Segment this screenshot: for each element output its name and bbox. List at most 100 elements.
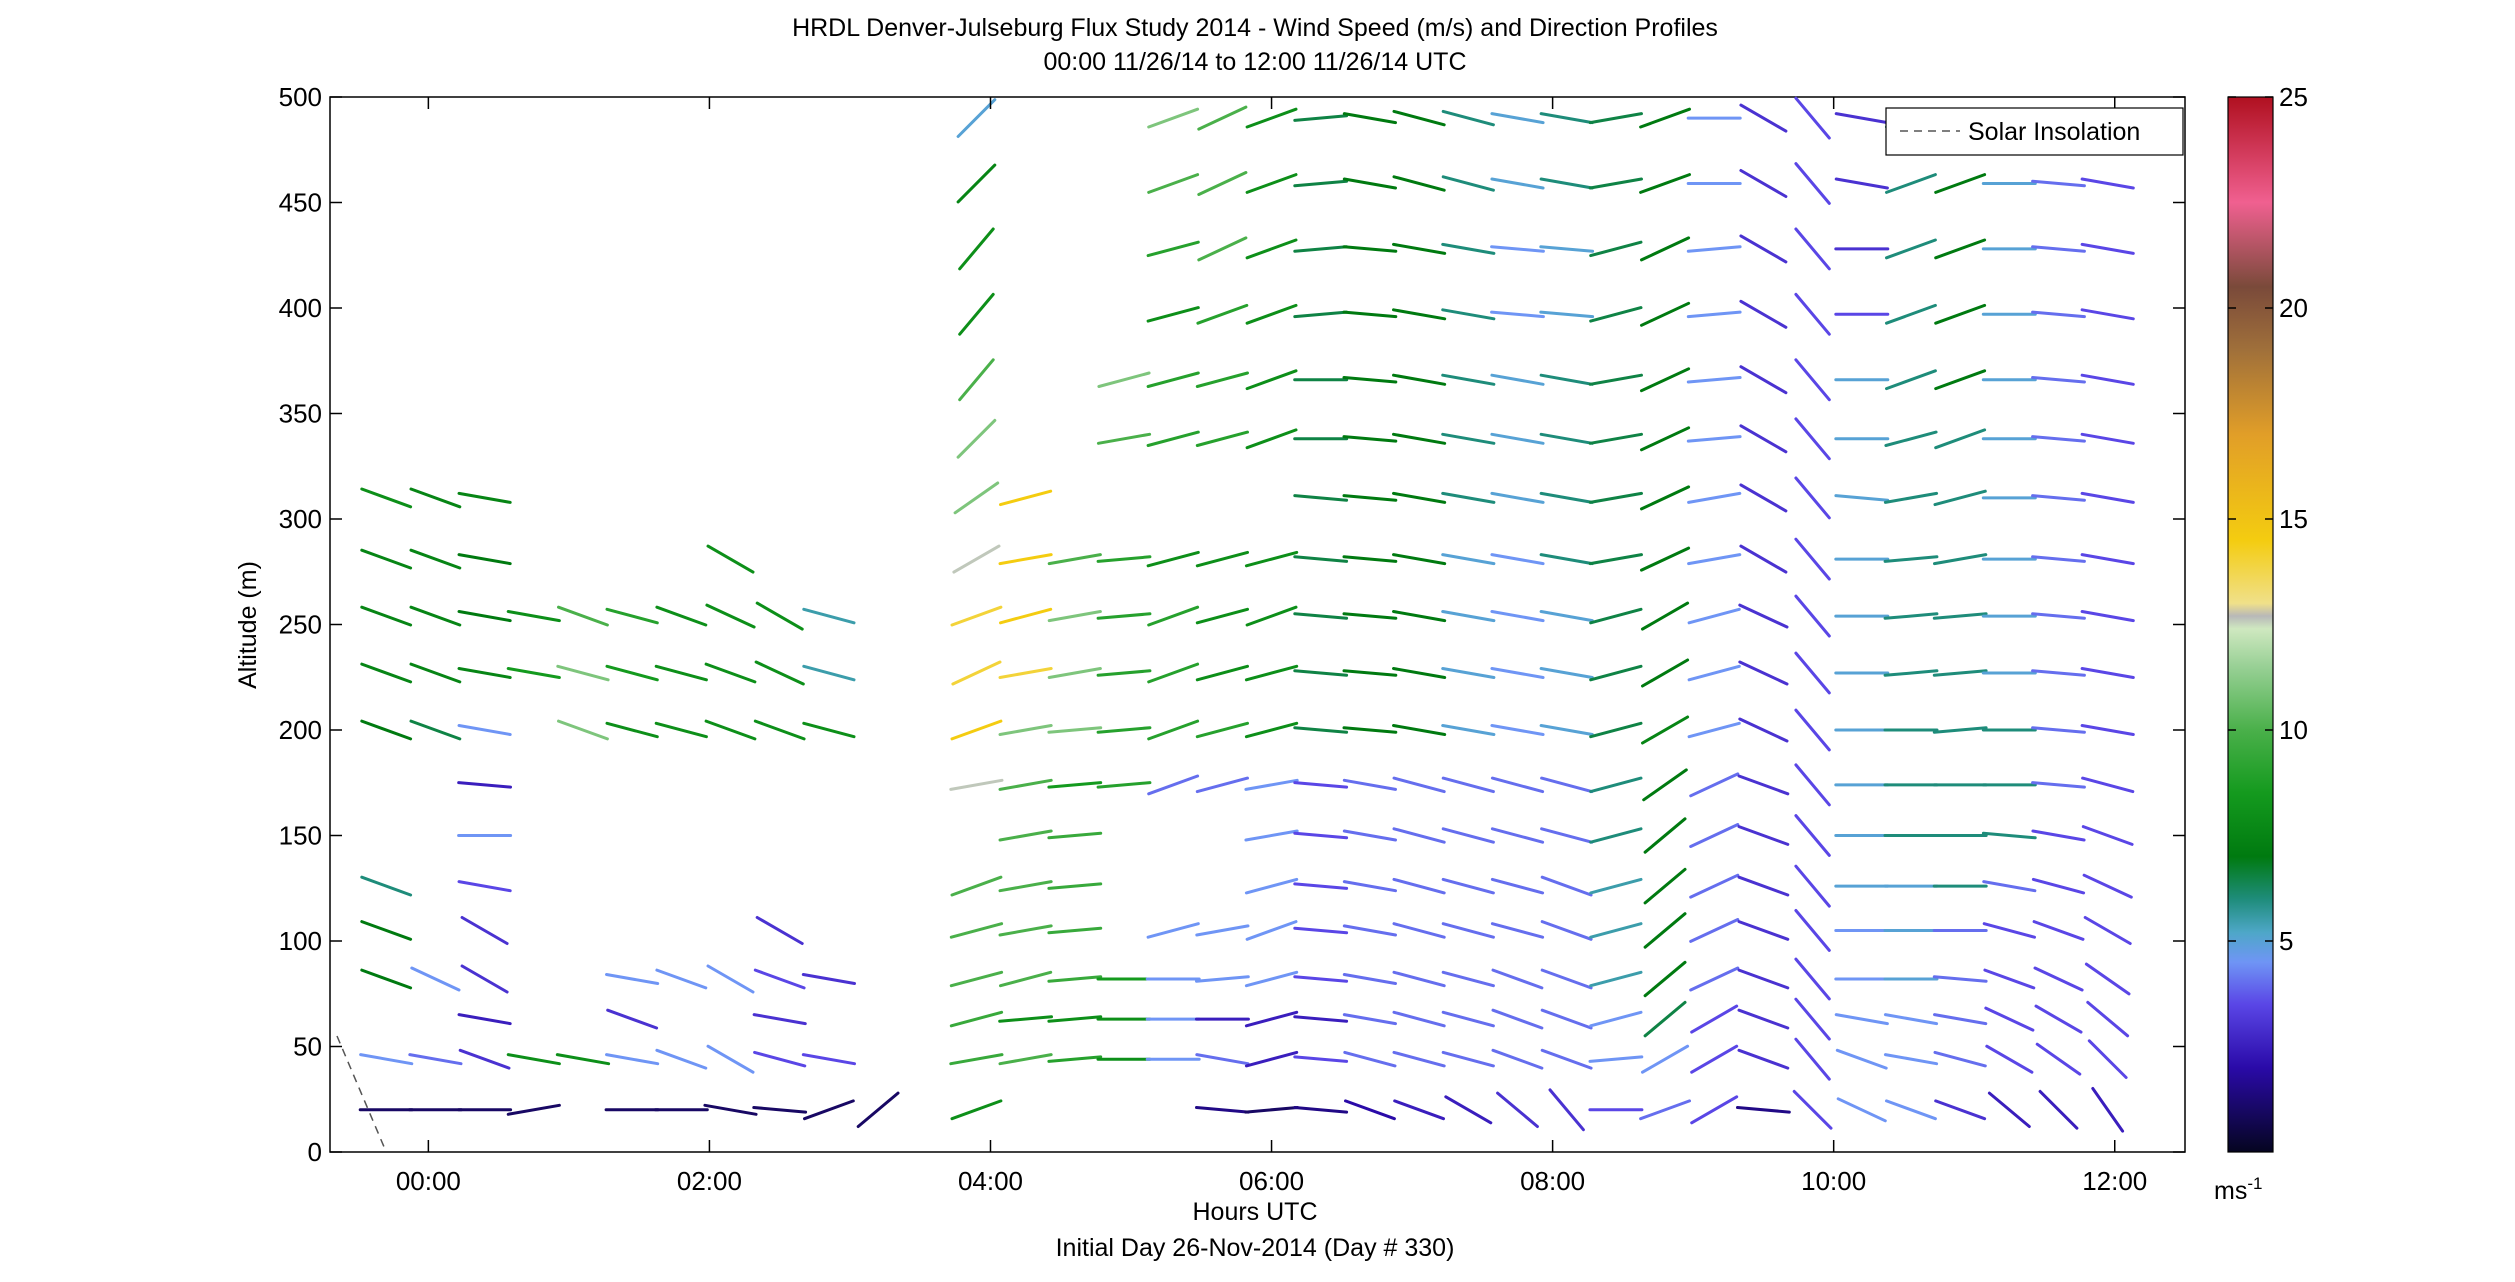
wind-vector (998, 880, 1053, 893)
x-axis-sublabel: Initial Day 26-Nov-2014 (Day # 330) (1056, 1234, 1455, 1262)
wind-vector (1686, 310, 1742, 319)
wind-vector (605, 721, 659, 739)
wind-vector (1490, 667, 1545, 679)
wind-vector (1441, 667, 1496, 679)
wind-vector (704, 719, 757, 741)
wind-vector (1539, 373, 1594, 386)
wind-vector (1885, 173, 1937, 194)
wind-vector (1540, 968, 1593, 990)
wind-vector (1885, 369, 1937, 391)
wind-vector (1342, 435, 1398, 443)
wind-vector (1589, 721, 1643, 739)
wind-vector (1987, 1091, 2031, 1128)
wind-vector (1794, 997, 1831, 1041)
wind-vector (2031, 555, 2086, 563)
wind-vector (1589, 240, 1643, 258)
wind-vector (1794, 864, 1831, 908)
wind-vector (1441, 1010, 1495, 1028)
wind-vector (1540, 827, 1594, 844)
wind-vector (1195, 776, 1249, 794)
wind-vector (1392, 610, 1447, 623)
wind-vector (2031, 829, 2086, 842)
wind-vector (2087, 1039, 2128, 1079)
colorbar-gradient (2227, 96, 2274, 1153)
wind-vector (949, 778, 1004, 791)
wind-vector (2080, 667, 2135, 679)
wind-vector (1589, 827, 1643, 844)
wind-vector (1490, 553, 1545, 566)
wind-vector (1441, 432, 1496, 445)
wind-vector (2031, 877, 2086, 895)
wind-vector (706, 964, 755, 994)
wind-vector (1588, 112, 1643, 125)
wind-vector (1293, 179, 1349, 188)
wind-vector (1444, 1095, 1493, 1125)
wind-vector (1836, 1097, 1887, 1123)
wind-vector (1643, 817, 1687, 854)
wind-vector (1096, 612, 1152, 620)
wind-vector (999, 489, 1053, 507)
wind-vector (1342, 376, 1398, 384)
colorbar-ticks: 5 10 15 20 25 (2228, 82, 2308, 956)
wind-vector (1686, 245, 1742, 253)
colorbar-tick-label: 15 (2279, 504, 2308, 534)
wind-vector (951, 660, 1002, 686)
wind-vector (1342, 177, 1397, 190)
wind-vector (1588, 491, 1643, 504)
wind-vector (1884, 430, 1938, 447)
wind-vector (1195, 664, 1249, 682)
wind-vector (1344, 1099, 1396, 1121)
wind-vector (506, 1103, 561, 1116)
wind-vector (1739, 299, 1788, 329)
wind-vector (1392, 553, 1447, 566)
wind-vector (2080, 491, 2135, 504)
wind-vector (998, 553, 1053, 566)
colorbar-unit-exponent: -1 (2247, 1174, 2262, 1193)
chart-subtitle: 00:00 11/26/14 to 12:00 11/26/14 UTC (1044, 48, 1467, 76)
wind-vector (408, 1053, 463, 1066)
wind-vector (1342, 245, 1398, 253)
wind-vector (1490, 724, 1545, 736)
wind-vector (1342, 112, 1397, 125)
wind-vector (1392, 827, 1446, 844)
wind-vector (1147, 605, 1200, 627)
y-tick-label: 350 (279, 399, 322, 429)
wind-vector (1147, 719, 1200, 741)
wind-vector (1738, 717, 1789, 743)
x-axis-label: Hours UTC (1192, 1198, 1317, 1226)
wind-vector (360, 875, 413, 897)
y-tick-label: 250 (279, 610, 322, 640)
wind-vector (1293, 612, 1349, 620)
wind-vector (1342, 924, 1397, 937)
wind-vector (1342, 669, 1398, 677)
wind-vector (1195, 721, 1249, 739)
wind-vector (2031, 781, 2086, 789)
wind-vector (1689, 918, 1740, 943)
wind-vector (1932, 975, 1988, 983)
wind-vector (1739, 365, 1788, 395)
wind-vector (1441, 610, 1496, 623)
wind-vector (1687, 491, 1742, 504)
wind-vector (952, 544, 1001, 574)
wind-vector (1794, 708, 1831, 752)
wind-vector (949, 922, 1004, 939)
wind-vector (1641, 658, 1690, 688)
wind-vector (1392, 667, 1447, 679)
wind-vector (457, 880, 512, 893)
wind-vector (950, 875, 1003, 897)
wind-vector (1640, 546, 1691, 572)
wind-vector (1835, 1048, 1888, 1070)
wind-vector (1794, 476, 1831, 520)
wind-vector (1392, 776, 1446, 794)
wind-vector (1490, 245, 1545, 253)
wind-vector (1441, 175, 1495, 192)
y-axis-label: Altitude (m) (234, 561, 262, 689)
wind-vector (1794, 1037, 1831, 1081)
wind-vector (2081, 825, 2134, 846)
wind-vector (1343, 1050, 1397, 1068)
wind-vector (1047, 667, 1102, 679)
wind-vector (1794, 814, 1831, 857)
wind-vector (1982, 880, 2037, 893)
wind-vector (1794, 96, 1831, 140)
wind-vector (605, 607, 659, 625)
